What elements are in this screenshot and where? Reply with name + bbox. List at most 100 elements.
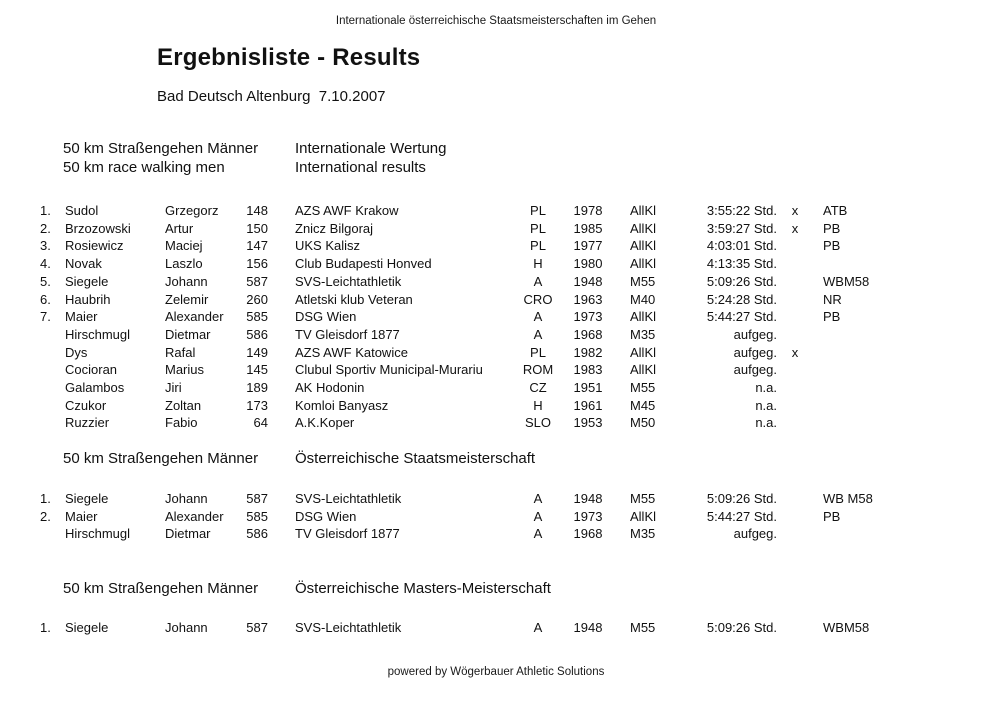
cell-firstname: Zoltan <box>165 397 202 413</box>
cell-year: 1948 <box>573 620 603 635</box>
cell-lastname: Rosiewicz <box>65 238 124 254</box>
page-title: Ergebnisliste - Results <box>157 44 421 71</box>
cell-note <box>823 525 913 543</box>
cell-lastname: Haubrih <box>65 291 111 307</box>
cell-bib: 587 <box>246 273 268 289</box>
section-event-name: 50 km Straßengehen Männer <box>63 580 259 597</box>
cell-note <box>823 379 913 397</box>
section-heading-masters: 50 km Straßengehen Männer Österreichisch… <box>63 579 551 598</box>
cell-lastname: Siegele <box>65 620 109 635</box>
cell-mark <box>777 508 813 526</box>
cell-club: DSG Wien <box>295 309 357 325</box>
cell-result: aufgeg. <box>733 326 777 342</box>
cell-pos: 6. <box>40 291 51 307</box>
cell-club: AZS AWF Katowice <box>295 344 408 360</box>
cell-class: M35 <box>630 526 656 542</box>
section-classification: Österreichische Masters-Meisterschaft <box>295 580 551 597</box>
cell-mark <box>777 237 813 255</box>
section-event-name-en: 50 km race walking men <box>63 159 225 176</box>
cell-bib: 585 <box>246 508 268 524</box>
cell-mark <box>777 490 813 508</box>
cell-result: 3:55:22 Std. <box>706 203 777 218</box>
result-row: Dys Rafal 149 AZS AWF Katowice PL 1982 AllKl au… <box>40 344 913 362</box>
cell-mark <box>777 308 813 326</box>
cell-bib: 586 <box>246 526 268 542</box>
cell-year: 1983 <box>573 362 603 378</box>
cell-note <box>823 255 913 273</box>
cell-bib: 586 <box>246 326 268 342</box>
cell-club: Club Budapesti Honved <box>295 256 432 272</box>
cell-result: aufgeg. <box>733 526 777 542</box>
cell-club: DSG Wien <box>295 508 357 524</box>
section-classification: Internationale Wertung <box>295 140 447 157</box>
event-location-date: Bad Deutsch Altenburg 7.10.2007 <box>157 88 386 105</box>
cell-year: 1968 <box>573 326 603 342</box>
cell-class: AllKl <box>630 362 657 378</box>
cell-bib: 587 <box>246 620 268 635</box>
cell-mark <box>777 379 813 397</box>
section-classification: Österreichische Staatsmeisterschaft <box>295 450 536 467</box>
cell-year: 1980 <box>573 256 603 272</box>
section-event-name: 50 km Straßengehen Männer <box>63 140 259 157</box>
cell-note: PB <box>823 309 841 325</box>
cell-firstname: Grzegorz <box>165 203 219 218</box>
cell-bib: 260 <box>246 291 268 307</box>
cell-club: Komloi Banyasz <box>295 397 389 413</box>
cell-note: PB <box>823 238 841 254</box>
cell-club: A.K.Koper <box>295 415 355 431</box>
cell-lastname: Maier <box>65 309 98 325</box>
cell-pos: 4. <box>40 256 51 272</box>
cell-nat: A <box>533 326 543 342</box>
cell-class: M55 <box>630 380 656 396</box>
cell-firstname: Alexander <box>165 309 224 325</box>
cell-result: 5:09:26 Std. <box>706 273 777 289</box>
cell-year: 1982 <box>573 344 603 360</box>
cell-mark <box>777 619 813 637</box>
cell-pos: 1. <box>40 491 51 506</box>
cell-lastname: Dys <box>65 344 88 360</box>
cell-club: SVS-Leichtathletik <box>295 620 402 635</box>
cell-pos: 1. <box>40 620 51 635</box>
cell-club: TV Gleisdorf 1877 <box>295 326 400 342</box>
cell-firstname: Alexander <box>165 508 224 524</box>
cell-mark <box>777 414 813 432</box>
cell-note <box>823 414 913 432</box>
cell-lastname: Siegele <box>65 491 109 506</box>
cell-nat: PL <box>530 344 546 360</box>
document-footer: powered by Wögerbauer Athletic Solutions <box>387 666 605 678</box>
result-row: 1. Siegele Johann 587 SVS-Leichtathletik A 194… <box>40 490 913 508</box>
cell-firstname: Marius <box>165 362 205 378</box>
cell-year: 1948 <box>573 273 603 289</box>
cell-lastname: Galambos <box>65 380 125 396</box>
cell-nat: A <box>533 508 543 524</box>
cell-nat: ROM <box>522 362 554 378</box>
cell-class: M40 <box>630 291 656 307</box>
cell-year: 1985 <box>573 220 603 236</box>
cell-nat: A <box>533 526 543 542</box>
cell-lastname: Czukor <box>65 397 107 413</box>
cell-nat: PL <box>530 203 546 218</box>
cell-note <box>823 361 913 379</box>
cell-result: 5:44:27 Std. <box>706 508 777 524</box>
cell-lastname: Cocioran <box>65 362 118 378</box>
cell-bib: 189 <box>246 380 268 396</box>
cell-result: 5:09:26 Std. <box>706 491 777 506</box>
cell-firstname: Dietmar <box>165 526 211 542</box>
document-header: Internationale österreichische Staatsmei… <box>335 15 657 27</box>
cell-lastname: Brzozowski <box>65 220 131 236</box>
cell-class: AllKl <box>630 203 657 218</box>
cell-nat: A <box>533 273 543 289</box>
cell-club: Clubul Sportiv Municipal-Murariu <box>295 362 483 378</box>
cell-nat: CRO <box>523 291 553 307</box>
cell-pos <box>40 397 65 415</box>
cell-pos: 2. <box>40 508 51 524</box>
cell-mark: x <box>791 220 799 236</box>
cell-class: AllKl <box>630 238 657 254</box>
section-event-name: 50 km Straßengehen Männer <box>63 450 259 467</box>
cell-pos <box>40 379 65 397</box>
cell-mark <box>777 525 813 543</box>
cell-lastname: Siegele <box>65 273 109 289</box>
section-heading-international: 50 km Straßengehen Männer Internationale… <box>63 139 447 177</box>
cell-firstname: Laszlo <box>165 256 203 272</box>
